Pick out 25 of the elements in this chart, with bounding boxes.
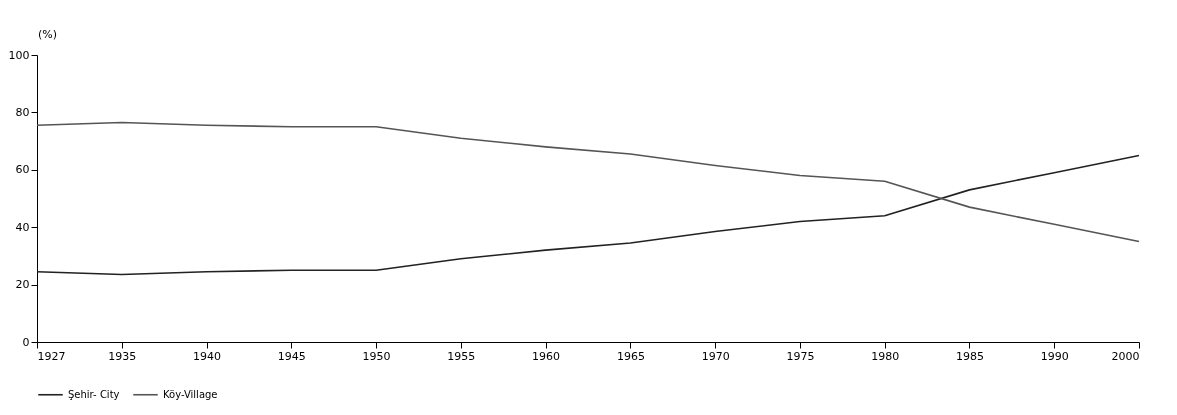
x-tick-label: 1955 — [447, 349, 476, 363]
x-tick-label: 1927 — [37, 349, 66, 363]
x-tick-label: 1965 — [616, 349, 645, 363]
y-tick-label: 80 — [15, 105, 30, 119]
legend-label: Köy-Village — [163, 388, 218, 400]
y-tick-label: 0 — [22, 335, 30, 349]
x-tick-label: 1950 — [362, 349, 391, 363]
x-tick-label: 1940 — [193, 349, 222, 363]
line-series — [36, 154, 1140, 276]
line-series — [36, 121, 1140, 243]
x-tick-label: 1935 — [108, 349, 137, 363]
y-tick-label: 20 — [15, 278, 30, 292]
y-tick-label: 40 — [15, 220, 30, 234]
x-tick-label: 1960 — [532, 349, 561, 363]
x-tick-label: 2000 — [1111, 349, 1140, 363]
legend-label: Şehir- City — [68, 388, 120, 400]
y-axis-title: (%) — [37, 27, 58, 41]
x-tick-label: 1985 — [955, 349, 984, 363]
x-tick-label: 1990 — [1040, 349, 1069, 363]
x-tick-label: 1980 — [871, 349, 900, 363]
x-tick-label: 1975 — [786, 349, 815, 363]
y-tick-label: 60 — [15, 163, 30, 177]
x-tick-label: 1970 — [701, 349, 730, 363]
x-tick-label: 1945 — [277, 349, 306, 363]
y-tick-label: 100 — [8, 48, 30, 62]
